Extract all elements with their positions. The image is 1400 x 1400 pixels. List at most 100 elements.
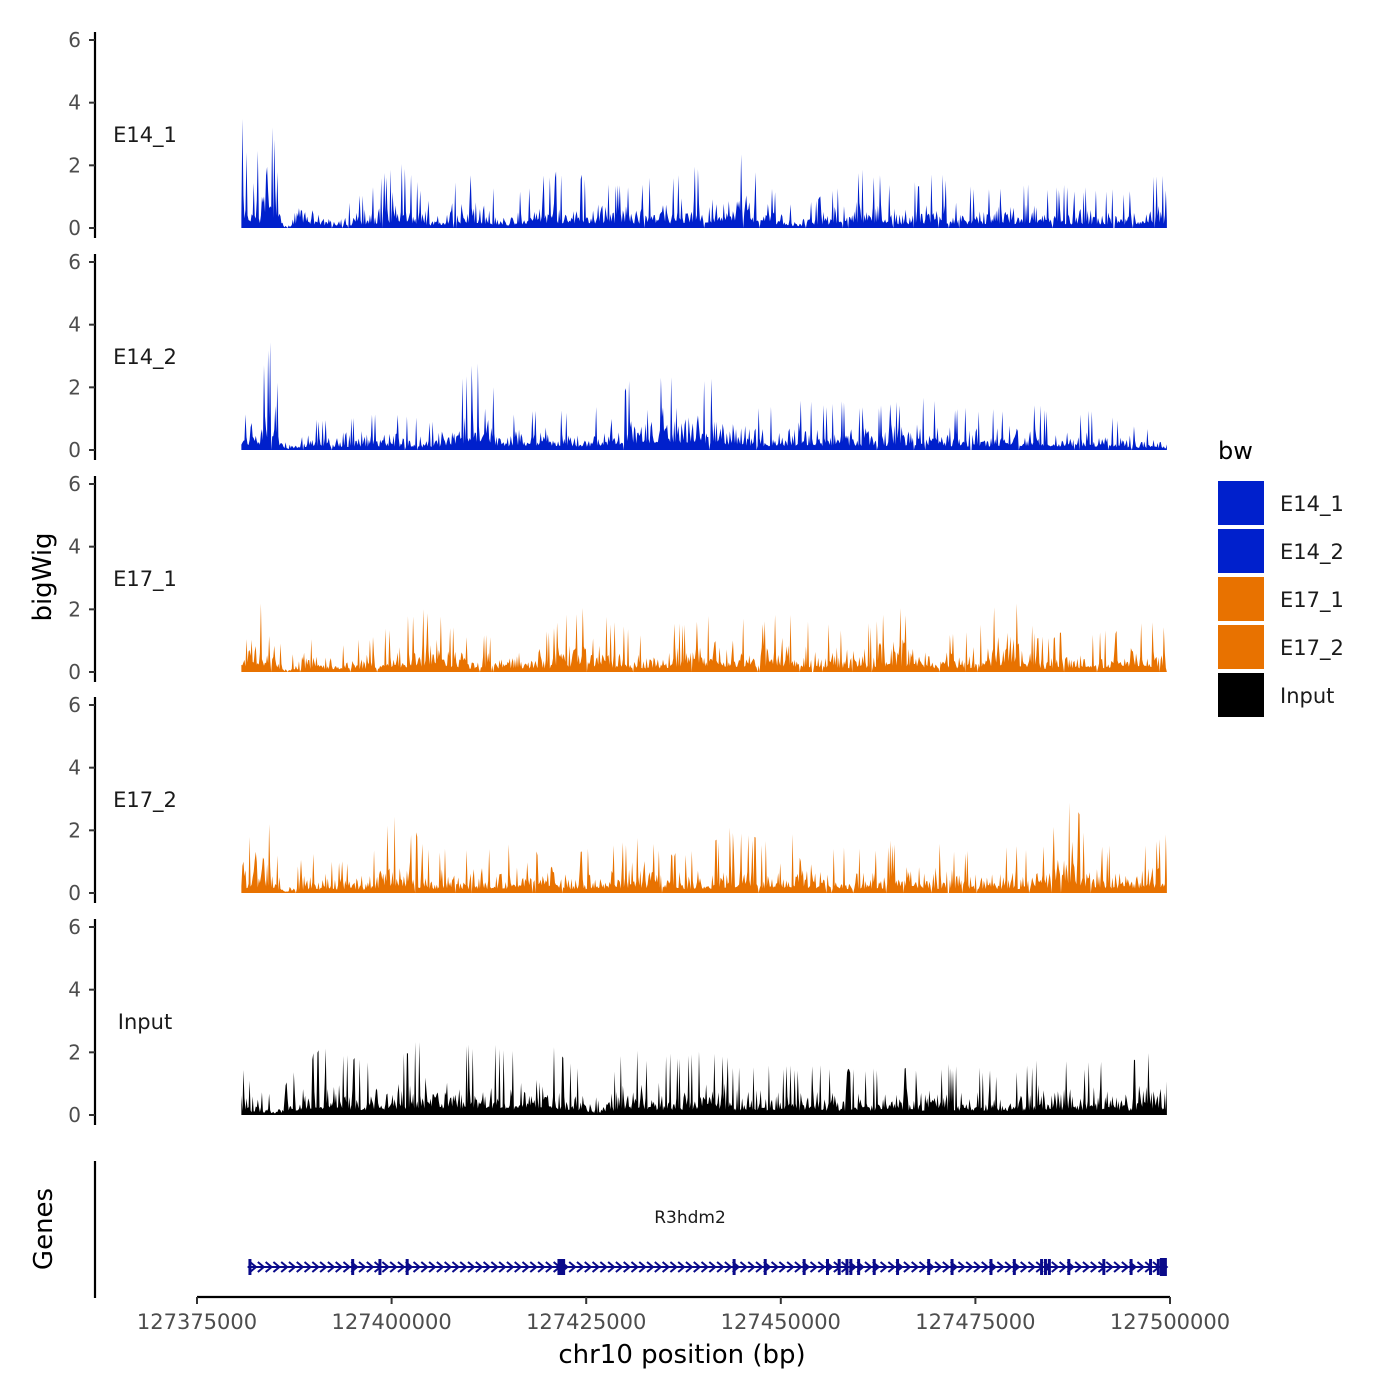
strand-arrow xyxy=(537,1261,546,1273)
gene-exon xyxy=(351,1259,355,1275)
track-panel-input: 0 2 4 6 Input xyxy=(68,915,1167,1127)
gene-exon xyxy=(950,1259,954,1275)
strand-arrow xyxy=(498,1261,507,1273)
strand-arrow xyxy=(755,1261,764,1273)
gene-exon xyxy=(989,1259,993,1275)
gene-exon xyxy=(1067,1259,1071,1275)
signal-tracks: 0 2 4 6 E14_1 0 2 4 6 E14_2 0 2 4 6 E17_1 0 2 4 6 E17_2 0 2 4 6… xyxy=(68,28,1167,1127)
track-panel-e14-1: 0 2 4 6 E14_1 xyxy=(68,28,1167,240)
legend-swatch xyxy=(1218,577,1264,621)
strand-arrow xyxy=(1004,1261,1013,1273)
gene-exon xyxy=(557,1259,561,1275)
strand-arrow xyxy=(708,1261,717,1273)
legend-swatch xyxy=(1218,529,1264,573)
track-label: E17_1 xyxy=(113,567,177,592)
strand-arrow xyxy=(770,1261,780,1273)
strand-arrow xyxy=(1027,1261,1037,1273)
y-tick-label: 0 xyxy=(68,438,81,462)
strand-arrow xyxy=(249,1261,258,1273)
legend-title: bw xyxy=(1218,437,1253,465)
y-tick-label: 6 xyxy=(68,472,81,496)
strand-arrow xyxy=(879,1261,889,1273)
x-tick-label: 127500000 xyxy=(1110,1310,1230,1334)
gene-exon xyxy=(1047,1259,1051,1275)
coverage-area xyxy=(241,342,1167,450)
strand-arrow xyxy=(817,1261,826,1273)
strand-arrow xyxy=(576,1261,585,1273)
legend-swatch xyxy=(1218,481,1264,525)
strand-arrow xyxy=(506,1261,515,1273)
strand-arrow xyxy=(661,1261,671,1273)
gene-exon xyxy=(405,1259,409,1275)
gene-exon xyxy=(837,1259,841,1275)
legend-item-e17-1: E17_1 xyxy=(1218,577,1344,621)
strand-arrow xyxy=(521,1261,531,1273)
strand-arrow xyxy=(545,1261,554,1273)
coverage-area xyxy=(241,119,1167,228)
y-tick-label: 2 xyxy=(68,375,81,399)
gene-exon xyxy=(896,1259,900,1275)
strand-arrow xyxy=(739,1261,748,1273)
y-tick-label: 6 xyxy=(68,915,81,939)
strand-arrow xyxy=(809,1261,819,1273)
x-axis: 127375000 127400000 127425000 127450000 1274… xyxy=(137,1295,1230,1334)
strand-arrow xyxy=(996,1261,1005,1273)
strand-arrow xyxy=(965,1261,974,1273)
strand-arrow xyxy=(475,1261,484,1273)
strand-arrow xyxy=(514,1261,523,1273)
strand-arrow xyxy=(381,1261,390,1273)
gene-name-label: R3hdm2 xyxy=(654,1208,726,1228)
legend-label: E14_2 xyxy=(1280,540,1344,565)
strand-arrow xyxy=(747,1261,756,1273)
strand-arrow xyxy=(1090,1261,1099,1273)
strand-arrow xyxy=(973,1261,982,1273)
strand-arrow xyxy=(1105,1261,1114,1273)
track-label: E17_2 xyxy=(113,788,177,813)
strand-arrow xyxy=(529,1261,538,1273)
strand-arrow xyxy=(693,1261,702,1273)
strand-arrow xyxy=(934,1261,943,1273)
strand-arrow xyxy=(623,1261,632,1273)
track-label: E14_2 xyxy=(113,345,177,370)
strand-arrow xyxy=(677,1261,686,1273)
strand-arrow xyxy=(264,1261,274,1273)
gene-exon xyxy=(1043,1259,1047,1275)
strand-arrow xyxy=(864,1261,873,1273)
strand-arrow xyxy=(669,1261,678,1273)
gene-exon xyxy=(562,1259,566,1275)
gene-exon xyxy=(872,1259,876,1275)
strand-arrow xyxy=(584,1261,593,1273)
coverage-area xyxy=(241,802,1167,893)
legend-item-e17-2: E17_2 xyxy=(1218,625,1344,669)
y-tick-label: 0 xyxy=(68,660,81,684)
strand-arrow xyxy=(786,1261,795,1273)
strand-arrow xyxy=(288,1261,297,1273)
legend-swatch xyxy=(1218,673,1264,717)
gene-exon xyxy=(927,1259,931,1275)
strand-arrow xyxy=(451,1261,460,1273)
y-tick-label: 0 xyxy=(68,1103,81,1127)
y-tick-label: 6 xyxy=(68,28,81,52)
y-tick-label: 2 xyxy=(68,597,81,621)
strand-arrow xyxy=(1074,1261,1083,1273)
gene-exon xyxy=(378,1259,382,1275)
gene-exon xyxy=(1149,1259,1153,1275)
strand-arrow xyxy=(311,1261,320,1273)
strand-arrow xyxy=(1121,1261,1130,1273)
coverage-area xyxy=(241,1041,1167,1115)
strand-arrow xyxy=(794,1261,803,1273)
strand-arrow xyxy=(1058,1261,1068,1273)
legend-item-e14-1: E14_1 xyxy=(1218,481,1344,525)
y-tick-label: 4 xyxy=(68,978,81,1002)
gene-exon xyxy=(849,1259,853,1275)
strand-arrow xyxy=(366,1261,375,1273)
strand-arrow xyxy=(918,1261,928,1273)
legend-label: E14_1 xyxy=(1280,492,1344,517)
track-label: Input xyxy=(118,1010,172,1034)
track-panel-e14-2: 0 2 4 6 E14_2 xyxy=(68,250,1167,462)
y-axis-label: bigWig xyxy=(28,532,58,621)
strand-arrow xyxy=(942,1261,951,1273)
strand-arrow xyxy=(1136,1261,1145,1273)
strand-arrow xyxy=(482,1261,492,1273)
strand-arrow xyxy=(280,1261,289,1273)
